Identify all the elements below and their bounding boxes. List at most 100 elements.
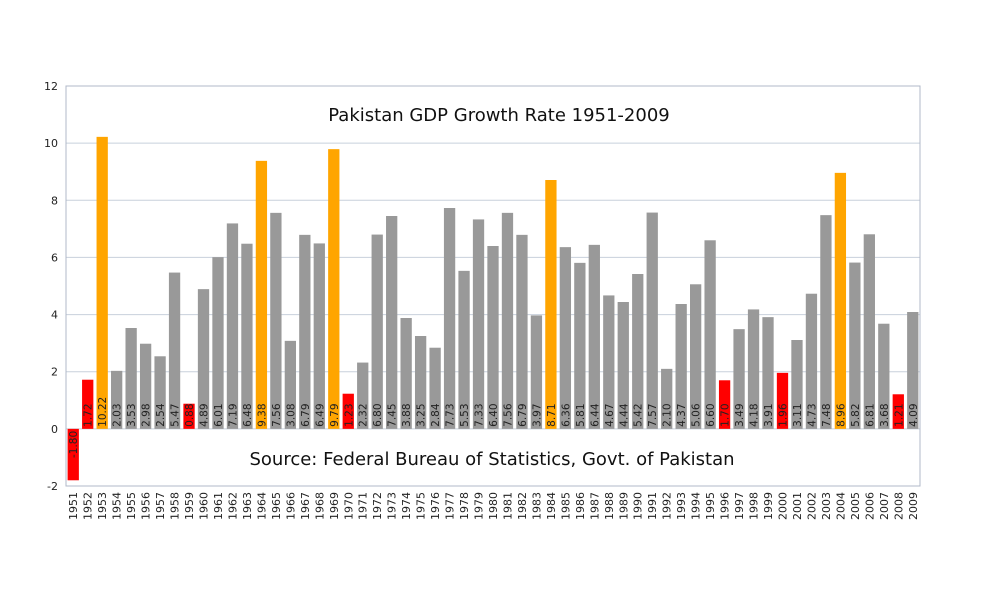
value-label: 7.56 <box>271 403 283 427</box>
bar-1967 <box>299 234 311 429</box>
x-tick-label: 1977 <box>444 492 457 520</box>
y-tick-label: 10 <box>44 137 58 150</box>
x-tick-label: 2001 <box>791 492 804 520</box>
y-tick-label: 6 <box>51 251 58 264</box>
value-label: 3.53 <box>126 403 138 426</box>
value-label: 3.49 <box>734 403 746 426</box>
bar-1993 <box>675 304 687 429</box>
x-tick-label: 1983 <box>530 492 543 520</box>
x-tick-label: 1952 <box>82 492 95 520</box>
bar-1963 <box>241 243 253 429</box>
x-tick-label: 1996 <box>719 492 732 520</box>
y-tick-label: -2 <box>47 480 58 493</box>
value-labels: -1.801.72 10.22 2.03 3.53 2.98 2.54 5.47 0.88 4.… <box>68 397 920 458</box>
bar-1989 <box>617 302 629 429</box>
value-label: 6.36 <box>560 403 572 427</box>
x-tick-label: 1984 <box>545 492 558 520</box>
value-label: 4.44 <box>618 403 630 427</box>
x-tick-label: 1979 <box>473 492 486 520</box>
bar-1966 <box>284 340 297 429</box>
bar-2008 <box>892 394 904 429</box>
x-tick-label: 1960 <box>198 492 211 520</box>
value-label: 7.56 <box>502 403 514 427</box>
x-tick-label: 1986 <box>574 492 587 520</box>
value-label: 4.09 <box>908 403 920 426</box>
x-tick-label: 2007 <box>878 492 891 520</box>
value-label: 4.18 <box>749 403 761 426</box>
bar-1990 <box>632 274 644 429</box>
bar-1976 <box>429 347 441 429</box>
bar-1957 <box>154 356 166 429</box>
chart-title: Pakistan GDP Growth Rate 1951-2009 <box>328 105 669 126</box>
value-label: 2.10 <box>662 403 674 426</box>
value-label: 5.81 <box>575 403 587 426</box>
x-tick-label: 1981 <box>501 492 514 520</box>
bar-1982 <box>516 234 528 429</box>
x-tick-label: 2006 <box>863 492 876 520</box>
value-label: 4.73 <box>806 403 818 426</box>
value-label: 6.60 <box>705 403 717 426</box>
value-label: 7.45 <box>387 403 399 426</box>
value-label: 5.53 <box>459 403 471 426</box>
value-label: 6.79 <box>517 403 529 426</box>
x-tick-label: 1995 <box>704 492 717 520</box>
x-tick-label: 1951 <box>67 492 80 520</box>
bar-1955 <box>125 328 137 429</box>
x-tick-label: 1955 <box>125 492 138 520</box>
bar-1971 <box>357 362 369 429</box>
bar-1986 <box>574 262 586 429</box>
value-label: 2.84 <box>430 403 442 427</box>
y-axis: -2 0 2 4 6 8 10 12 <box>44 80 58 493</box>
x-tick-label: 1989 <box>617 492 630 520</box>
x-tick-label: 2008 <box>892 492 905 520</box>
value-label: 3.08 <box>285 403 297 426</box>
value-label: 1.21 <box>893 403 905 426</box>
bar-1952 <box>82 379 94 429</box>
bar-2004 <box>834 172 847 429</box>
value-label: 1.96 <box>777 403 789 427</box>
x-tick-label: 1974 <box>400 492 413 520</box>
value-label: 9.79 <box>329 403 341 426</box>
bar-2006 <box>863 234 875 429</box>
x-tick-label: 2009 <box>907 492 920 520</box>
bar-1960 <box>197 289 210 429</box>
y-tick-label: 2 <box>51 366 58 379</box>
x-tick-label: 1991 <box>646 492 659 520</box>
x-tick-label: 1958 <box>169 492 182 520</box>
x-tick-label: 1964 <box>255 492 268 520</box>
bar-1964 <box>255 160 268 429</box>
value-label: 3.88 <box>401 403 413 426</box>
value-label: 2.54 <box>155 403 167 427</box>
x-tick-label: 1962 <box>226 492 239 520</box>
x-tick-label: 1988 <box>603 492 616 520</box>
bar-1983 <box>530 315 543 429</box>
bar-2002 <box>805 293 818 429</box>
value-label: 3.97 <box>531 403 543 426</box>
x-tick-label: 2003 <box>820 492 833 520</box>
x-tick-label: 2005 <box>849 492 862 520</box>
y-tick-label: 8 <box>51 194 58 207</box>
value-label: 1.23 <box>343 403 355 426</box>
bar-2003 <box>820 215 832 429</box>
bar-1961 <box>212 257 224 429</box>
value-label: 6.48 <box>242 403 254 426</box>
bar-1996 <box>718 380 731 429</box>
bar-1965 <box>270 212 282 429</box>
x-tick-label: 1971 <box>357 492 370 520</box>
x-tick-label: 1961 <box>212 492 225 520</box>
value-label: 5.42 <box>633 403 645 426</box>
value-label: 4.37 <box>676 403 688 426</box>
value-label: 6.79 <box>300 403 312 426</box>
value-label: 5.47 <box>170 403 182 426</box>
bar-1975 <box>414 336 427 429</box>
value-label: 2.98 <box>141 403 153 426</box>
plot-frame <box>65 85 921 487</box>
x-axis: 1951 1952 1953 1954 1955 1956 1957 1958 1959 1960… <box>67 492 920 520</box>
value-label: 3.11 <box>792 403 804 426</box>
x-tick-label: 1998 <box>748 492 761 520</box>
value-label: 8.71 <box>546 403 558 426</box>
value-label: -1.80 <box>68 431 80 458</box>
value-label: 7.73 <box>445 403 457 426</box>
x-tick-label: 1966 <box>284 492 297 520</box>
value-label: 0.88 <box>184 403 196 426</box>
